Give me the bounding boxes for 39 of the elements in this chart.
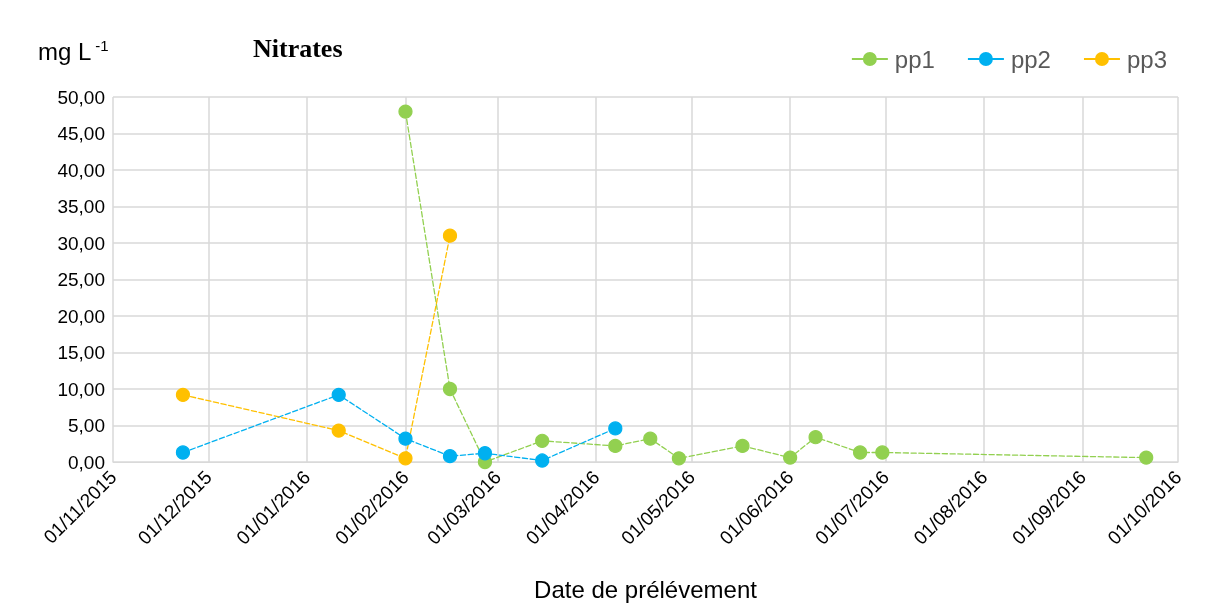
point (175, 445, 191, 460)
legend-label: pp1 (894, 45, 935, 73)
y-tick-label: 5,00 (68, 415, 105, 436)
point (608, 421, 623, 436)
y-tick-label: 30,00 (57, 232, 105, 254)
y-tick-label: 50,00 (57, 86, 105, 108)
point (535, 433, 550, 448)
point (643, 431, 658, 446)
y-tick-label: 0,00 (68, 451, 105, 473)
point (175, 387, 191, 402)
point (442, 449, 458, 464)
point (398, 104, 413, 119)
point (331, 423, 346, 438)
point (331, 387, 346, 402)
point (442, 381, 458, 397)
point (1139, 450, 1154, 465)
point (875, 445, 890, 460)
y-tick-label: 45,00 (57, 123, 105, 144)
point (535, 453, 550, 468)
y-tick-label: 15,00 (57, 342, 105, 363)
y-tick-label: 20,00 (57, 305, 105, 327)
point (608, 438, 623, 454)
point (477, 446, 493, 461)
legend-label: pp3 (1126, 45, 1167, 73)
chart-title: Nitrates (253, 33, 343, 63)
point (783, 450, 798, 465)
y-tick-label: 25,00 (57, 269, 105, 290)
point (735, 438, 750, 454)
point (442, 228, 458, 243)
y-tick-label: 35,00 (57, 196, 105, 217)
point (853, 445, 868, 460)
point (398, 451, 413, 466)
x-axis-title: Date de prélévement (534, 575, 758, 603)
point (398, 431, 413, 446)
y-tick-label: 40,00 (57, 159, 105, 181)
point (671, 451, 686, 466)
point (808, 430, 823, 445)
legend-label: pp2 (1010, 45, 1051, 73)
y-tick-label: 10,00 (57, 378, 105, 400)
